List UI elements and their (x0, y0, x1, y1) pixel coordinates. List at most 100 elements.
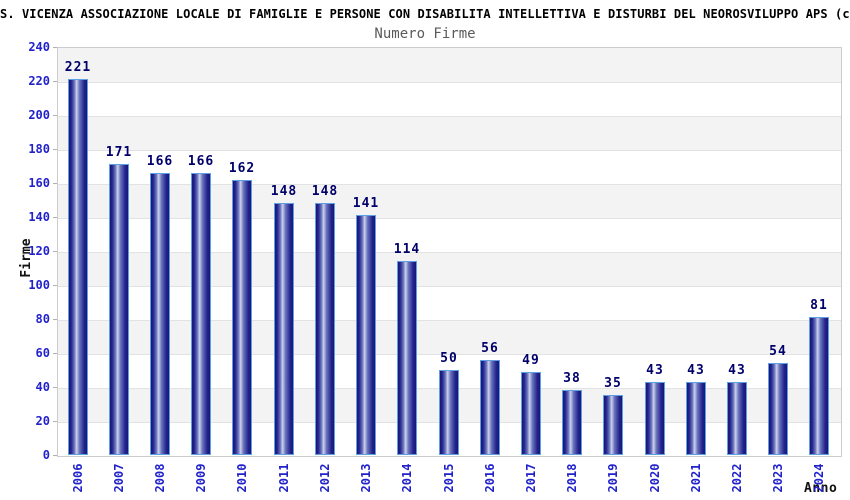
bar-value-label: 43 (728, 363, 746, 378)
bar-2016 (480, 360, 500, 455)
x-tick-label-2023: 2023 (771, 463, 785, 493)
grid-band (58, 48, 841, 82)
grid-band (58, 116, 841, 150)
bar-value-label: 148 (270, 184, 298, 199)
y-tick-label: 120 (28, 244, 50, 258)
x-axis-label: Anno (804, 481, 838, 496)
bar-2017 (521, 372, 541, 455)
x-tick-label-2014: 2014 (400, 463, 414, 493)
bar-value-label: 43 (646, 363, 664, 378)
bar-2021 (686, 382, 706, 455)
grid-band (58, 150, 841, 184)
grid-band (58, 82, 841, 116)
bar-value-label: 171 (105, 145, 133, 160)
bar-value-label: 81 (810, 298, 828, 313)
y-tick-mark (53, 319, 57, 320)
bar-value-label: 43 (687, 363, 705, 378)
bar-value-label: 50 (440, 351, 458, 366)
bar-value-label: 162 (228, 161, 256, 176)
x-tick-label-2017: 2017 (524, 463, 538, 493)
bar-2012 (315, 203, 335, 455)
x-tick-label-2020: 2020 (648, 463, 662, 493)
bar-2023 (768, 363, 788, 455)
y-tick-label: 180 (28, 142, 50, 156)
y-tick-mark (53, 183, 57, 184)
bar-2007 (109, 164, 129, 455)
bar-value-label: 166 (187, 154, 215, 169)
y-tick-mark (53, 285, 57, 286)
grid-line (58, 354, 841, 355)
bar-2014 (397, 261, 417, 455)
chart-title: Numero Firme (374, 26, 476, 42)
x-tick-label-2009: 2009 (194, 463, 208, 493)
bar-value-label: 38 (563, 371, 581, 386)
bar-2011 (274, 203, 294, 455)
bar-2019 (603, 395, 623, 455)
x-tick-label-2013: 2013 (359, 463, 373, 493)
grid-band (58, 320, 841, 354)
y-tick-label: 0 (42, 448, 50, 462)
grid-line (58, 150, 841, 151)
grid-line (58, 116, 841, 117)
y-tick-label: 60 (35, 346, 50, 360)
y-tick-label: 80 (35, 312, 50, 326)
grid-line (58, 252, 841, 253)
bar-value-label: 54 (769, 344, 787, 359)
y-tick-mark (53, 115, 57, 116)
y-tick-mark (53, 353, 57, 354)
grid-line (58, 218, 841, 219)
y-tick-label: 240 (28, 40, 50, 54)
x-tick-label-2006: 2006 (71, 463, 85, 493)
grid-line (58, 320, 841, 321)
y-tick-mark (53, 421, 57, 422)
grid-line (58, 286, 841, 287)
bar-value-label: 114 (393, 242, 421, 257)
bar-value-label: 148 (311, 184, 339, 199)
y-tick-mark (53, 251, 57, 252)
x-tick-label-2011: 2011 (277, 463, 291, 493)
y-tick-label: 220 (28, 74, 50, 88)
bar-value-label: 35 (604, 376, 622, 391)
bar-value-label: 56 (481, 341, 499, 356)
y-tick-mark (53, 387, 57, 388)
x-tick-label-2015: 2015 (442, 463, 456, 493)
y-tick-label: 200 (28, 108, 50, 122)
x-tick-label-2008: 2008 (153, 463, 167, 493)
grid-band (58, 252, 841, 286)
x-tick-label-2019: 2019 (606, 463, 620, 493)
bar-value-label: 166 (146, 154, 174, 169)
y-tick-label: 40 (35, 380, 50, 394)
x-tick-label-2007: 2007 (112, 463, 126, 493)
y-tick-label: 140 (28, 210, 50, 224)
x-tick-label-2022: 2022 (730, 463, 744, 493)
y-tick-mark (53, 47, 57, 48)
x-tick-label-2010: 2010 (235, 463, 249, 493)
bar-2015 (439, 370, 459, 455)
bar-value-label: 141 (352, 196, 380, 211)
y-tick-mark (53, 217, 57, 218)
y-tick-label: 20 (35, 414, 50, 428)
y-tick-label: 160 (28, 176, 50, 190)
x-tick-label-2018: 2018 (565, 463, 579, 493)
bar-value-label: 49 (522, 353, 540, 368)
bar-2008 (150, 173, 170, 455)
bar-2009 (191, 173, 211, 455)
bar-2006 (68, 79, 88, 455)
bar-2013 (356, 215, 376, 455)
grid-band (58, 286, 841, 320)
bar-value-label: 221 (64, 60, 92, 75)
bar-2020 (645, 382, 665, 455)
bar-2024 (809, 317, 829, 455)
y-tick-mark (53, 81, 57, 82)
grid-band (58, 184, 841, 218)
x-tick-label-2021: 2021 (689, 463, 703, 493)
x-tick-label-2012: 2012 (318, 463, 332, 493)
bar-2018 (562, 390, 582, 455)
grid-line (58, 184, 841, 185)
bar-2022 (727, 382, 747, 455)
page-title: S. VICENZA ASSOCIAZIONE LOCALE DI FAMIGL… (0, 7, 850, 21)
y-tick-label: 100 (28, 278, 50, 292)
y-tick-mark (53, 149, 57, 150)
x-tick-label-2024: 2024 (812, 463, 826, 493)
